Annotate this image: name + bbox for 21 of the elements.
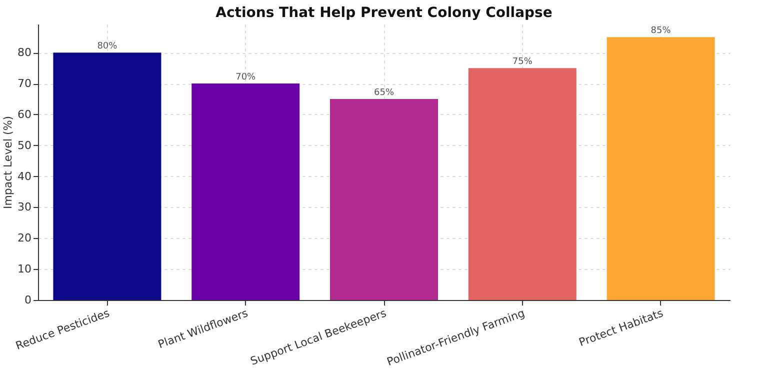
data-label: 70% bbox=[236, 72, 256, 83]
chart-title: Actions That Help Prevent Colony Collapse bbox=[216, 5, 552, 21]
y-axis-title: Impact Level (%) bbox=[2, 116, 15, 210]
y-tick-label: 20 bbox=[18, 232, 32, 245]
y-tick-label: 0 bbox=[24, 294, 32, 306]
data-label: 80% bbox=[97, 42, 118, 52]
y-tick-label: 10 bbox=[18, 262, 32, 276]
data-label: 85% bbox=[650, 26, 672, 36]
bar bbox=[192, 84, 300, 300]
bar bbox=[606, 37, 715, 300]
y-tick-label: 30 bbox=[18, 200, 32, 214]
bar bbox=[468, 68, 576, 300]
bar bbox=[53, 52, 162, 300]
bar bbox=[330, 98, 438, 300]
data-label: 75% bbox=[512, 57, 533, 68]
y-tick-label: 80 bbox=[18, 46, 32, 60]
y-tick-label: 70 bbox=[18, 77, 32, 90]
y-tick-label: 60 bbox=[18, 108, 32, 121]
data-label: 65% bbox=[374, 88, 394, 98]
y-tick-label: 40 bbox=[18, 170, 32, 183]
y-tick-label: 50 bbox=[18, 138, 32, 152]
